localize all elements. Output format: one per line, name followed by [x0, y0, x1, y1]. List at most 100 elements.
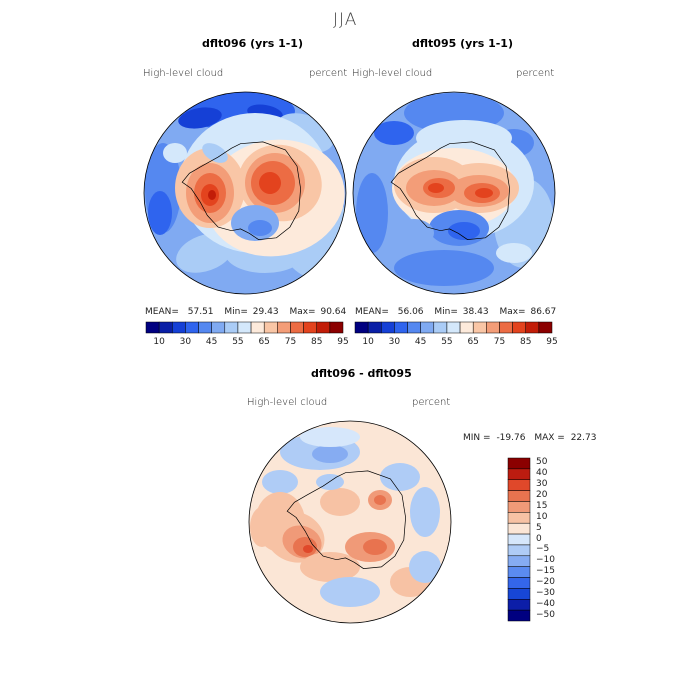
right-colorbar-swatch-7 — [446, 321, 461, 334]
left-colorbar-tick-7: 95 — [337, 337, 349, 347]
left-mean-label: MEAN= — [145, 307, 179, 317]
right-colorbar-tick-3: 55 — [441, 337, 453, 347]
right-colorbar-swatch-4 — [407, 321, 421, 334]
diff-colorbar-label-6: 5 — [536, 522, 542, 533]
left-colorbar-tick-2: 45 — [205, 337, 218, 347]
figure-title: JJA — [333, 10, 358, 30]
right-contour-1 — [374, 121, 414, 145]
left-max-value: 90.64 — [320, 307, 347, 317]
left-colorbar-swatch-5 — [211, 321, 226, 334]
left-min-label: Min= — [224, 307, 248, 317]
diff-min-label: MIN = — [463, 433, 491, 443]
left-contour-18 — [259, 172, 281, 194]
left-colorbar-tick-3: 55 — [232, 337, 244, 347]
map-overlays — [143, 91, 556, 624]
diff-colorbar-swatch-12 — [507, 588, 531, 600]
right-min-label: Min= — [434, 307, 458, 317]
left-colorbar-swatch-2 — [172, 321, 186, 334]
left-polar-map — [144, 92, 346, 294]
diff-colorbar-swatch-14 — [507, 609, 531, 622]
diff-panel-title: dflt096 - dflt095 — [311, 367, 412, 380]
right-contour-5 — [394, 250, 494, 286]
left-mean-value: 57.51 — [187, 307, 214, 317]
diff-colorbar-label-0: 50 — [536, 457, 548, 468]
right-panel-title: dflt095 (yrs 1-1) — [412, 37, 513, 50]
diff-colorbar-label-14: −50 — [536, 609, 555, 620]
diff-min-value: -19.76 — [496, 433, 526, 443]
right-colorbar-tick-7: 95 — [546, 337, 558, 347]
right-colorbar-swatch-5 — [420, 321, 435, 334]
diff-colorbar-label-13: −40 — [536, 598, 555, 609]
right-colorbar-swatch-12 — [512, 321, 526, 334]
left-contour-4 — [148, 191, 172, 235]
diff-contour-15 — [374, 495, 386, 505]
right-colorbar-swatch-2 — [381, 321, 395, 334]
diff-contour-10 — [303, 545, 313, 553]
right-contour-16 — [475, 188, 493, 198]
left-colorbar-swatch-3 — [185, 321, 199, 334]
left-colorbar-swatch-1 — [158, 321, 173, 334]
left-map-border — [143, 91, 347, 295]
diff-colorbar-label-7: 0 — [536, 533, 542, 544]
diff-stats: MIN = -19.76 MAX = 22.73 — [463, 433, 596, 443]
right-colorbar-swatch-8 — [459, 321, 474, 334]
left-colorbar-swatch-4 — [198, 321, 212, 334]
diff-contour-4 — [380, 463, 420, 491]
diff-colorbar-swatch-13 — [507, 599, 531, 611]
right-contour-19 — [394, 219, 434, 247]
left-colorbar-tick-5: 75 — [284, 337, 297, 347]
diff-colorbar-swatch-3 — [507, 490, 531, 502]
diff-colorbar-label-8: −5 — [536, 544, 550, 555]
diff-contour-13 — [363, 539, 387, 555]
right-mean-label: MEAN= — [355, 307, 389, 317]
diff-contour-11 — [300, 552, 360, 582]
diff-colorbar-swatch-6 — [507, 522, 531, 535]
left-colorbar-tick-6: 85 — [310, 337, 323, 347]
left-colorbar-swatch-7 — [237, 321, 252, 334]
left-colorbar-tick-4: 65 — [258, 337, 270, 347]
diff-variable-label: High-level cloud — [247, 397, 328, 408]
right-colorbar-swatch-1 — [367, 321, 382, 334]
diff-colorbar-label-9: −10 — [536, 555, 555, 566]
diff-max-value: 22.73 — [570, 433, 597, 443]
diff-polar-map — [249, 421, 451, 623]
diff-colorbar-swatch-5 — [507, 512, 531, 524]
right-colorbar-swatch-13 — [525, 321, 540, 334]
right-colorbar-tick-2: 45 — [414, 337, 427, 347]
right-colorbar-tick-5: 75 — [493, 337, 506, 347]
right-mean-value: 56.06 — [397, 307, 424, 317]
right-colorbar-swatch-9 — [472, 321, 487, 334]
diff-colorbar-label-2: 30 — [536, 479, 548, 490]
left-colorbar-swatch-8 — [250, 321, 265, 334]
left-contour-19 — [208, 190, 216, 200]
diff-map-border — [248, 420, 452, 624]
right-stats: MEAN= 56.06 Min= 38.43 Max= 86.67 — [355, 307, 556, 317]
right-colorbar-swatch-6 — [433, 321, 448, 334]
diff-max-label: MAX = — [534, 433, 565, 443]
left-contour-23 — [163, 143, 187, 163]
diff-colorbar-swatch-7 — [507, 533, 531, 546]
left-contour-21 — [248, 220, 272, 236]
left-variable-label: High-level cloud — [143, 68, 224, 79]
left-contour-1 — [178, 107, 222, 129]
right-polar-map — [353, 92, 555, 294]
diff-colorbar-label-12: −30 — [536, 587, 555, 598]
diff-colorbar-label-11: −20 — [536, 576, 555, 587]
left-stats: MEAN= 57.51 Min= 29.43 Max= 90.64 — [145, 307, 346, 317]
diff-colorbar-swatch-10 — [507, 566, 531, 578]
right-colorbar-swatch-0 — [354, 321, 369, 334]
diff-colorbar-swatch-0 — [507, 457, 531, 470]
right-colorbar-swatch-11 — [499, 321, 513, 334]
left-min-value: 29.43 — [252, 307, 279, 317]
left-colorbar-tick-0: 10 — [153, 337, 165, 347]
diff-contour-19 — [250, 507, 274, 547]
left-colorbar-swatch-6 — [224, 321, 239, 334]
diff-colorbar-swatch-11 — [507, 577, 531, 589]
diff-colorbar-label-3: 20 — [536, 490, 548, 501]
diff-coastline — [286, 470, 406, 569]
left-colorbar-swatch-13 — [316, 321, 331, 334]
right-contour-20 — [496, 243, 532, 263]
diff-colorbar-swatch-9 — [507, 555, 531, 567]
right-colorbar-swatch-3 — [394, 321, 408, 334]
